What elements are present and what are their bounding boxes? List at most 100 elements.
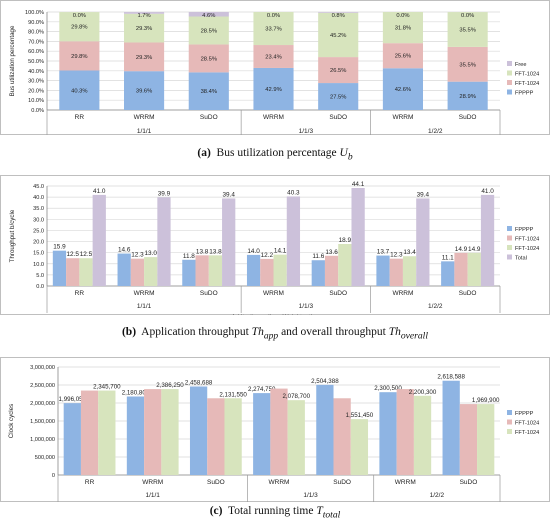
bar xyxy=(195,255,209,286)
category-label: WRRM xyxy=(142,479,163,486)
bar xyxy=(130,258,145,286)
data-label: 29.8% xyxy=(71,25,87,31)
data-label: 39.6% xyxy=(136,89,152,95)
bar xyxy=(459,404,478,475)
data-label: 2,345,700 xyxy=(93,384,121,391)
data-label: 29.3% xyxy=(136,26,152,32)
caption-a-math: U xyxy=(339,147,348,159)
data-label: 13.4 xyxy=(403,249,416,256)
data-label: 2,386,250 xyxy=(156,382,184,389)
category-label: SuDO xyxy=(329,290,347,297)
legend-label: Total xyxy=(515,256,527,262)
legend-swatch xyxy=(507,235,512,241)
data-label: 13.8 xyxy=(196,248,209,255)
data-label: 11.1 xyxy=(442,254,454,261)
y-tick-label: 50.0% xyxy=(28,59,44,65)
group-label: 1/1/3 xyxy=(303,492,318,499)
bar xyxy=(351,188,365,286)
data-label: 25.6% xyxy=(395,54,411,60)
data-label: 1.7% xyxy=(137,13,150,19)
chart-running-time: 0 500,000 1,000,000 1,500,000 2,000,000 2,500… xyxy=(0,357,550,502)
y-tick-label: 25.0 xyxy=(33,228,44,234)
category-label: WRRM xyxy=(269,479,290,486)
y-tick-label: 5.0 xyxy=(36,273,44,279)
bar-segment xyxy=(253,45,294,68)
bar xyxy=(454,252,468,286)
legend-swatch xyxy=(507,61,512,66)
data-label: 12.5 xyxy=(66,251,79,258)
data-label: 42.9% xyxy=(265,87,281,93)
group-label: 1/2/2 xyxy=(430,492,445,499)
data-label: 33.7% xyxy=(265,27,281,33)
legend-label: FPPPP xyxy=(515,411,534,417)
bar xyxy=(416,198,430,286)
bar-segment xyxy=(447,46,488,82)
data-label: 29.3% xyxy=(136,55,152,61)
data-label: 2,078,700 xyxy=(282,393,310,400)
bar-segment xyxy=(447,12,488,47)
caption-b-label: (b) xyxy=(121,326,137,338)
bar xyxy=(396,389,414,475)
legend-swatch xyxy=(507,419,512,425)
caption-c: (c) Total running time Ttotal xyxy=(0,505,550,520)
data-label: 29.8% xyxy=(71,54,87,60)
bar xyxy=(98,390,116,475)
data-label: 2,504,388 xyxy=(311,378,339,385)
bar xyxy=(182,259,196,286)
caption-b-math2: Th xyxy=(388,326,401,338)
bar xyxy=(286,196,301,286)
category-label: RR xyxy=(75,114,85,121)
data-label: 31.8% xyxy=(395,26,411,32)
bar xyxy=(311,260,325,286)
bar-segment xyxy=(382,12,423,44)
bar xyxy=(270,388,288,475)
bar xyxy=(161,389,179,475)
category-label: SuDO xyxy=(200,290,218,297)
data-label: 2,618,588 xyxy=(437,374,465,381)
legend-label: FFT-1024 xyxy=(515,81,539,87)
bar xyxy=(442,380,460,475)
bar-segment xyxy=(318,83,359,110)
legend-label: FFT-1024 xyxy=(515,72,539,78)
bar xyxy=(441,261,455,286)
data-label: 12.5 xyxy=(80,251,93,258)
legend-label: FFT-1024 xyxy=(515,237,539,243)
bar xyxy=(222,198,236,286)
bar xyxy=(389,258,403,286)
data-label: 2,180,800 xyxy=(122,389,150,396)
bar-segment xyxy=(124,42,165,72)
data-label: 2,274,750 xyxy=(248,386,276,393)
group-label: 1/1/1 xyxy=(137,303,152,310)
y-tick-label: 90.0% xyxy=(28,20,44,26)
legend-label: FPPPP xyxy=(515,227,534,233)
bar xyxy=(80,390,99,475)
bar-segment xyxy=(188,72,229,110)
data-label: 14.6 xyxy=(118,247,131,254)
caption-b-math: Th xyxy=(251,326,264,338)
bar-segment xyxy=(382,43,423,69)
data-label: 2,458,688 xyxy=(185,379,213,386)
bar-segment xyxy=(59,41,100,71)
data-label: 11.8 xyxy=(183,253,195,260)
caption-a-label: (a) xyxy=(197,147,211,159)
bar xyxy=(52,250,67,286)
data-label: 14.9 xyxy=(468,246,481,253)
bar xyxy=(144,389,162,475)
legend-label: FFT-1024 xyxy=(515,430,539,436)
y-tick-label: 2,000,000 xyxy=(30,401,55,407)
bar xyxy=(467,252,481,286)
data-label: 41.0 xyxy=(481,188,494,195)
category-label: SuDO xyxy=(200,114,218,121)
data-label: 0.0% xyxy=(267,13,280,19)
caption-b: (b) Application throughput Thapp and ove… xyxy=(0,326,550,341)
group-label: 1/1/1 xyxy=(145,492,160,499)
data-label: 18.9 xyxy=(339,237,352,244)
caption-b-text: Application throughput xyxy=(141,326,249,338)
caption-c-sub: total xyxy=(322,509,341,521)
data-label: 12.2 xyxy=(261,252,274,259)
caption-b-sub: app xyxy=(263,330,279,342)
category-label: WRRM xyxy=(392,114,413,121)
data-label: 38.4% xyxy=(201,89,217,95)
bar-segment xyxy=(447,81,488,110)
